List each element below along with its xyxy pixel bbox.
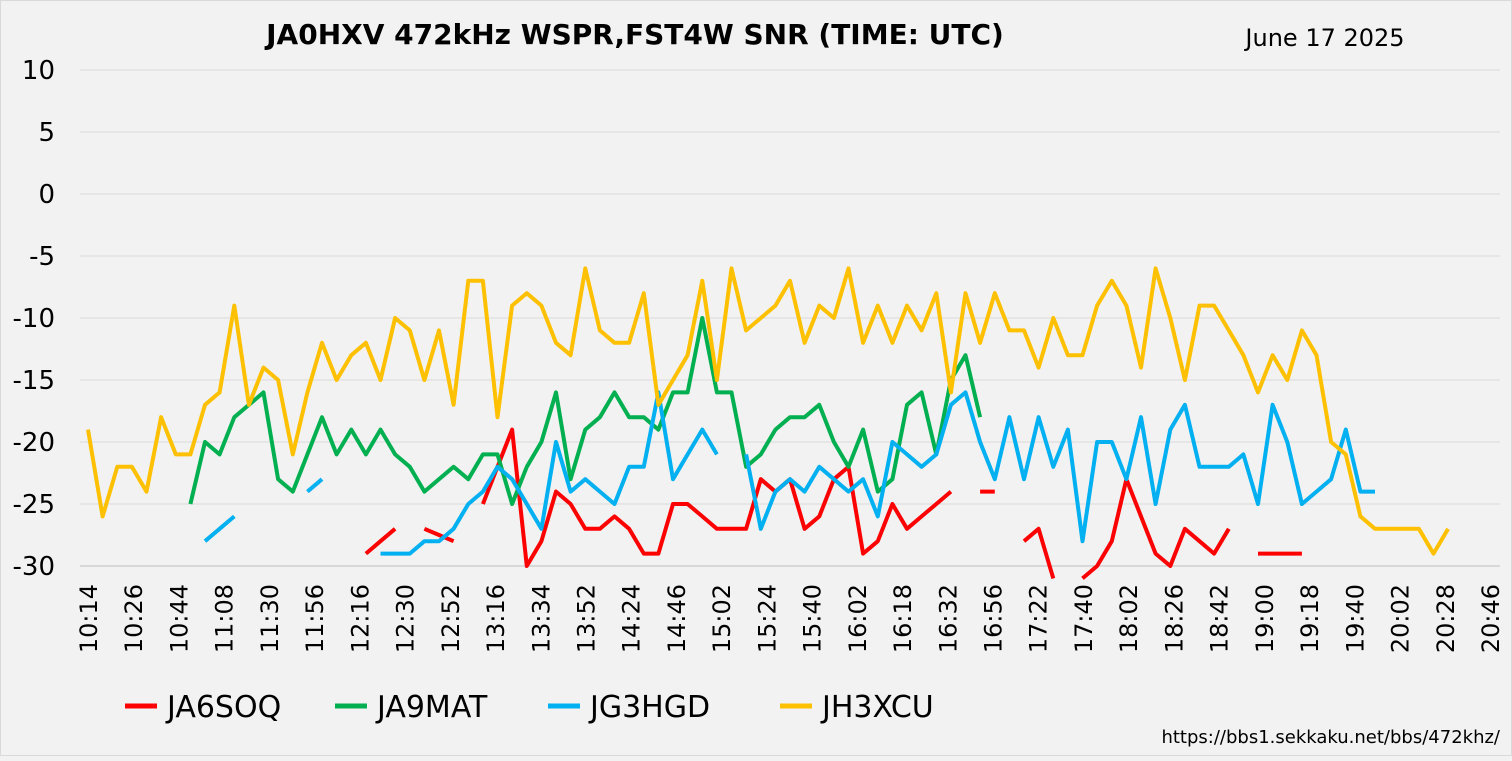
y-tick-label: -25 [13, 490, 55, 520]
chart-title: JA0HXV 472kHz WSPR,FST4W SNR (TIME: UTC) [266, 18, 1004, 51]
series-line-segment [203, 514, 236, 543]
series-line-segment [306, 477, 324, 494]
legend-label-jg3hgd: JG3HGD [588, 690, 710, 725]
source-url[interactable]: https://bbs1.sekkaku.net/bbs/472khz/ [1161, 727, 1500, 748]
series-ja9mat [188, 316, 983, 506]
x-tick-label: 14:46 [663, 584, 691, 653]
x-tick-label: 13:52 [572, 584, 600, 653]
legend-label-ja9mat: JA9MAT [375, 690, 488, 725]
x-tick-label: 14:24 [618, 584, 646, 653]
series-jg3hgd [203, 390, 1375, 556]
y-tick-label: -30 [13, 552, 55, 582]
series-line-segment [1081, 477, 1231, 580]
x-tick-layer: 10:14 10:26 10:44 11:08 11:30 11:56 12:16 12:30… [75, 584, 1505, 653]
series-line-segment [188, 316, 983, 506]
x-tick-label: 17:22 [1025, 584, 1053, 653]
series-line-segment [481, 427, 953, 568]
series-line-segment [1022, 526, 1056, 579]
y-tick-label: -15 [13, 366, 55, 396]
y-tick-label: 10 [22, 56, 55, 86]
x-tick-label: 11:30 [256, 584, 284, 653]
x-tick-label: 19:18 [1296, 584, 1324, 653]
y-tick-label: 5 [38, 118, 55, 148]
y-tick-label: 0 [38, 180, 55, 210]
x-tick-label: 18:42 [1206, 584, 1234, 653]
series-line-segment [744, 390, 1375, 544]
x-tick-label: 12:16 [346, 584, 374, 653]
x-tick-label: 10:26 [120, 584, 148, 653]
series-ja6soq [364, 427, 1302, 580]
x-tick-label: 15:24 [753, 584, 781, 653]
x-tick-label: 10:14 [75, 584, 103, 653]
grid-layer [80, 69, 1500, 567]
x-tick-label: 19:00 [1251, 584, 1279, 653]
chart-date: June 17 2025 [1245, 24, 1405, 52]
x-tick-label: 15:02 [708, 584, 736, 653]
x-tick-label: 16:56 [980, 584, 1008, 653]
x-tick-label: 11:56 [301, 584, 329, 653]
legend: JA6SOQ JA9MAT JG3HGD JH3XCU [125, 690, 934, 725]
x-tick-label: 16:18 [889, 584, 917, 653]
x-tick-label: 13:16 [482, 584, 510, 653]
y-tick-label: -5 [29, 242, 55, 272]
x-tick-label: 10:44 [165, 584, 193, 653]
x-tick-label: 12:52 [437, 584, 465, 653]
series-jh3xcu [86, 266, 1450, 556]
x-tick-label: 18:02 [1115, 584, 1143, 653]
x-tick-label: 20:02 [1387, 584, 1415, 653]
x-tick-label: 12:30 [392, 584, 420, 653]
x-tick-label: 15:40 [799, 584, 827, 653]
y-tick-label: -10 [13, 304, 55, 334]
x-tick-label: 16:32 [934, 584, 962, 653]
x-tick-label: 11:08 [211, 584, 239, 653]
series-layer [86, 266, 1450, 580]
y-tick-label: -20 [13, 428, 55, 458]
series-line-segment [364, 527, 397, 556]
x-tick-label: 13:34 [527, 584, 555, 653]
series-line-segment [86, 266, 1450, 556]
series-line-segment [380, 390, 719, 556]
x-tick-label: 17:40 [1070, 584, 1098, 653]
legend-label-jh3xcu: JH3XCU [820, 690, 934, 725]
x-tick-label: 20:28 [1432, 584, 1460, 653]
x-tick-label: 20:46 [1477, 584, 1505, 653]
x-tick-label: 19:40 [1341, 584, 1369, 653]
legend-label-ja6soq: JA6SOQ [165, 690, 281, 725]
x-tick-label: 16:02 [844, 584, 872, 653]
x-tick-label: 18:26 [1160, 584, 1188, 653]
y-tick-layer: 10 5 0 -5 -10 -15 -20 -25 -30 [13, 56, 55, 582]
series-line-segment [423, 526, 455, 544]
